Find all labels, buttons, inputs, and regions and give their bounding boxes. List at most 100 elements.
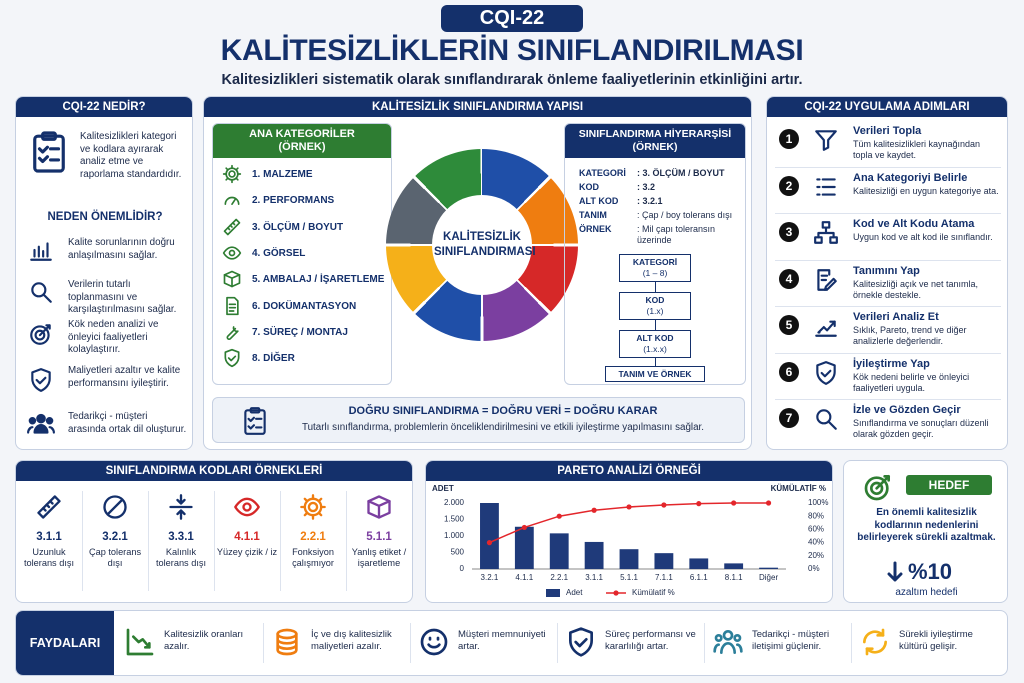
bar [480,503,499,569]
icon [569,627,593,657]
icon-part [228,170,236,178]
icon-part [574,638,588,648]
benefit: Sürekli iyileştirme kültürü gelişir. [899,629,973,652]
icon-part [224,196,240,206]
h-key: TANIM [579,210,607,220]
icon [816,177,836,196]
icon [126,628,154,656]
bar [759,567,778,569]
icon-part [820,369,832,377]
step-number: 1 [779,129,799,149]
icon [276,628,298,656]
code-label: Yanlış etiket / işaretleme [351,547,407,568]
h-value: Çap / boy tolerans dışı [637,210,741,221]
icon-part [225,167,239,181]
code: 4.1.1 [234,531,260,543]
h-key: KATEGORİ [579,168,626,178]
h-value: Mil çapı toleransın üzerinde [637,224,727,245]
icon [420,628,448,656]
step-text: Kök nedeni belirle ve önleyici faaliyetl… [853,371,970,393]
step-text: Sınıflandırma ve sonuçları düzenli olara… [853,418,989,439]
benefit: Süreç performansı ve kararlılığı artar. [605,629,696,652]
icon-part [276,632,298,656]
icon-part [223,270,241,288]
banner: DOĞRU SINIFLANDIRMA = DOĞRU VERİ = DOĞRU… [212,397,745,443]
category: 3. ÖLÇÜM / BOYUT [252,221,344,233]
legend-label: Adet [566,588,583,597]
y2-tick-label: 0% [808,564,820,573]
steps-panel: CQI-22 UYGULAMA ADIMLARI 1 Verileri Topla… [766,96,1008,450]
step-title: Tanımını Yap [853,264,920,277]
codes-panel: SINIFLANDIRMA KODLARI ÖRNEKLERİ 3.1.1 Uzu… [15,460,413,603]
section-title: NEDEN ÖNEMLİDİR? [47,211,163,223]
separator [775,213,1001,214]
icon [234,497,260,517]
separator [775,166,1001,168]
icon-part [228,303,237,312]
why-item: Verilerin tutarlı toplanmasını ve karşıl… [68,279,177,315]
y-tick-label: 1.000 [444,531,465,540]
y-tick-label: 2.000 [444,498,465,507]
icon [814,221,838,244]
separator [214,491,215,591]
icon-part [828,421,837,430]
cumulative-point [696,501,702,507]
icon [713,630,743,654]
category: 8. DİĞER [252,353,295,365]
icon [30,242,52,261]
y2-tick-label: 80% [808,511,824,520]
h-key: ÖRNEK [579,224,612,234]
step-text: Kalitesizliği en uygun kategoriye ata. [853,185,999,196]
code-label: Uzunluk tolerans dışı [23,547,75,568]
box-title: SINIFLANDIRMA HİYERARŞİSİ (ÖRNEK) [565,124,745,158]
x-tick-label: 4.1.1 [515,573,533,582]
x-tick-label: 3.2.1 [481,573,499,582]
flow-range: (1.x) [646,305,664,316]
icon-part [106,498,124,516]
separator [775,399,1001,400]
icon-part [222,164,242,184]
icon-part [722,630,734,641]
h-key: ALT KOD [579,196,619,206]
panel-title: SINIFLANDIRMA KODLARI ÖRNEKLERİ [16,461,412,481]
flow-box: KOD (1.x) [619,292,691,320]
panel-title: KALİTESİZLİK SINIFLANDIRMA YAPISI [204,97,751,117]
y2-axis-label: KÜMÜLATİF % [771,484,826,493]
icon-part [817,226,835,239]
icon [31,282,52,303]
cumulative-point [556,513,562,519]
icon-part [227,221,236,230]
why-item: Kalite sorunlarının doğru anlaşılmasını … [68,237,175,261]
code: 3.2.1 [102,531,128,543]
icon [815,320,837,337]
code: 2.2.1 [300,531,326,543]
flow-range: (1 – 8) [642,267,668,278]
icon-part [427,636,441,649]
icon [816,360,836,385]
separator [263,623,264,663]
icon-part [234,497,260,517]
flow-label: KOD [645,295,665,305]
icon [222,246,242,260]
icon [815,130,837,151]
arrow [655,358,656,366]
icon-part [242,502,252,512]
target-text: En önemli kalitesizlik kodlarının nedenl… [857,507,996,543]
category: 6. DOKÜMANTASYON [252,300,357,312]
x-tick-label: 5.1.1 [620,573,638,582]
center-text: KALİTESİZLİK SINIFLANDIRMASI [434,231,536,258]
step-title: İyileştirme Yap [853,357,930,370]
icon-part [222,246,242,260]
icon-part [169,494,193,520]
x-tick-label: 3.1.1 [585,573,603,582]
step-number: 3 [779,222,799,242]
step-text: Kalitesizliği açık ve net tanımla, örnek… [853,278,979,300]
icon-part [303,497,323,517]
h-value: 3.2 [637,182,741,193]
icon-part [226,296,239,315]
icon [226,296,239,315]
separator [557,623,558,663]
icon-part [276,628,298,640]
bar [724,563,744,569]
banner-text: Tutarlı sınıflandırma, problemlerin önce… [301,422,704,433]
